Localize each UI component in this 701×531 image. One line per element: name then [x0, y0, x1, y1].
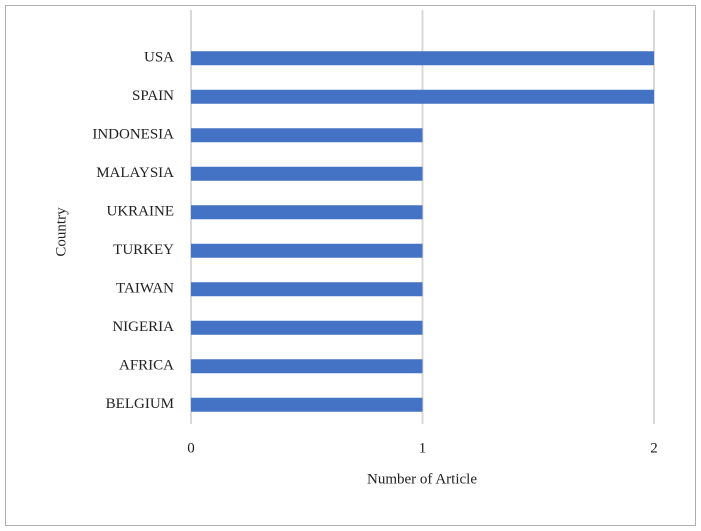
y-tick-label: TAIWAN [116, 281, 174, 297]
bar [191, 282, 423, 297]
bar [191, 397, 423, 412]
y-tick-label: TURKEY [113, 242, 174, 258]
x-tick-label: 1 [419, 440, 427, 456]
bar [191, 89, 654, 104]
bar [191, 320, 423, 335]
y-tick-label: NIGERIA [112, 319, 174, 335]
y-tick-label: UKRAINE [107, 204, 175, 220]
bar [191, 166, 423, 181]
bar [191, 51, 654, 66]
y-tick-label: USA [144, 50, 174, 66]
y-tick-label: BELGIUM [106, 396, 174, 412]
y-tick-label: MALAYSIA [96, 165, 174, 181]
x-tick-label: 2 [650, 440, 658, 456]
bar [191, 205, 423, 220]
chart-border [5, 5, 696, 526]
bar [191, 243, 423, 258]
y-tick-label: INDONESIA [92, 127, 174, 143]
y-axis-title: Country [53, 207, 69, 257]
x-axis-title: Number of Article [367, 471, 477, 487]
x-tick-label: 0 [187, 440, 195, 456]
bar [191, 359, 423, 374]
bar [191, 128, 423, 143]
y-tick-label: AFRICA [119, 358, 174, 374]
y-tick-label: SPAIN [132, 88, 174, 104]
